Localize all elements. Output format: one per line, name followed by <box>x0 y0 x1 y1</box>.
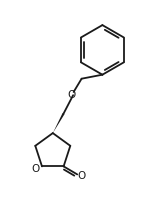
Text: O: O <box>77 170 85 180</box>
Polygon shape <box>53 113 65 133</box>
Text: O: O <box>67 89 75 99</box>
Text: O: O <box>32 163 40 173</box>
